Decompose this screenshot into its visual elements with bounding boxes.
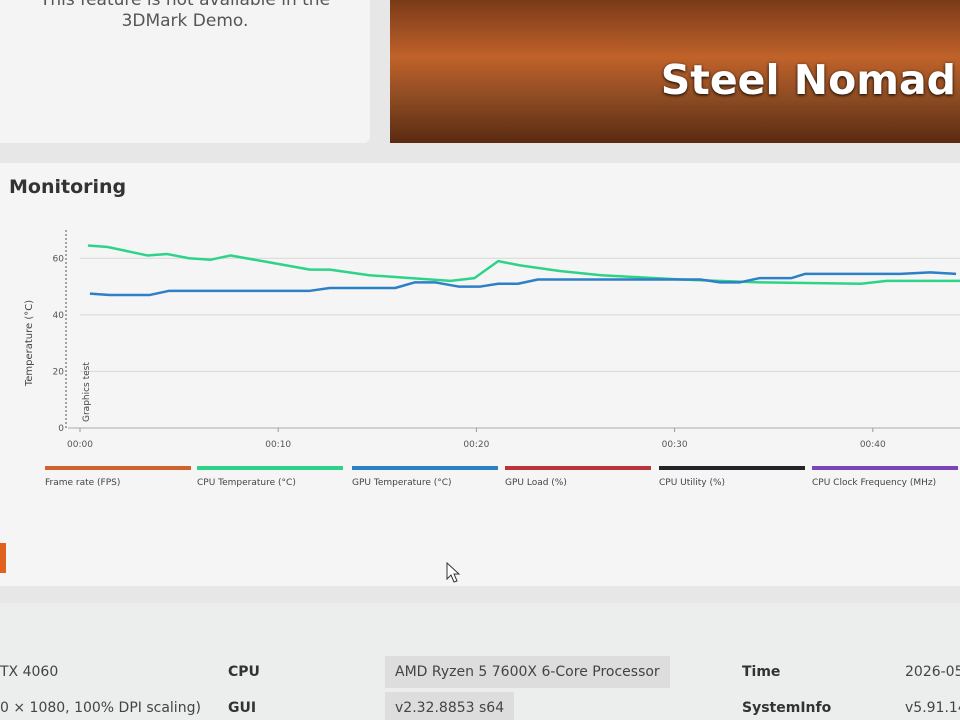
y-tick-label: 0 (58, 424, 64, 434)
legend-label: CPU Temperature (°C) (197, 478, 296, 488)
annotation: Graphics test (82, 362, 92, 422)
notice-panel: This feature is not available in the 3DM… (0, 0, 370, 143)
legend-item[interactable]: GPU Temperature (°C) (352, 466, 498, 488)
legend-swatch (505, 466, 651, 470)
x-tick-label: 00:00 (67, 440, 93, 450)
x-tick-label: 00:20 (463, 440, 489, 450)
legend-swatch (352, 466, 498, 470)
field-value: 2026-05 (905, 664, 960, 680)
monitoring-panel (0, 163, 960, 586)
field-label: GUI (228, 700, 257, 716)
notice-line: 3DMark Demo. (121, 11, 249, 31)
legend-label: Frame rate (FPS) (45, 478, 120, 488)
y-tick-label: 40 (53, 311, 65, 321)
legend-item[interactable]: Frame rate (FPS) (45, 466, 191, 488)
legend-label: GPU Load (%) (505, 478, 567, 488)
legend-label: CPU Clock Frequency (MHz) (812, 478, 936, 488)
legend-item[interactable]: GPU Load (%) (505, 466, 651, 488)
side-tab[interactable] (0, 543, 6, 573)
monitoring-title: Monitoring (9, 176, 127, 198)
legend-item[interactable]: CPU Temperature (°C) (197, 466, 343, 488)
y-tick-label: 20 (53, 367, 65, 377)
legend-swatch (197, 466, 343, 470)
x-tick-label: 00:40 (860, 440, 886, 450)
chart: 0 20 40 60 00:00 00:10 00:20 00:30 00:40 Graphics… (24, 230, 960, 488)
field-value: TX 4060 (0, 664, 59, 680)
y-axis-label: Temperature (°C) (24, 300, 35, 387)
y-tick-label: 60 (53, 254, 65, 264)
legend-swatch (45, 466, 191, 470)
legend-item[interactable]: CPU Clock Frequency (MHz) (812, 466, 958, 488)
notice-line: This feature is not available in the (39, 0, 331, 10)
x-tick-label: 00:30 (662, 440, 688, 450)
legend-item[interactable]: CPU Utility (%) (659, 466, 805, 488)
legend-label: GPU Temperature (°C) (352, 478, 452, 488)
hero-image[interactable]: Steel Nomad (390, 0, 960, 143)
x-tick-label: 00:10 (265, 440, 291, 450)
field-label: Time (742, 664, 781, 680)
field-value: v5.91.14 (905, 700, 960, 716)
legend-label: CPU Utility (%) (659, 478, 725, 488)
field-label: SystemInfo (742, 700, 832, 716)
system-table: TX 4060 CPU AMD Ryzen 5 7600X 6-Core Proce… (0, 603, 960, 720)
field-label: CPU (228, 664, 260, 680)
legend-swatch (812, 466, 958, 470)
field-value: 0 × 1080, 100% DPI scaling) (0, 700, 201, 716)
legend-swatch (659, 466, 805, 470)
field-value: v2.32.8853 s64 (385, 692, 515, 720)
field-value: AMD Ryzen 5 7600X 6-Core Processor (385, 656, 670, 688)
series-line (87, 244, 960, 285)
series-line (89, 271, 957, 297)
hero-title: Steel Nomad (660, 56, 956, 104)
cursor (446, 562, 461, 583)
